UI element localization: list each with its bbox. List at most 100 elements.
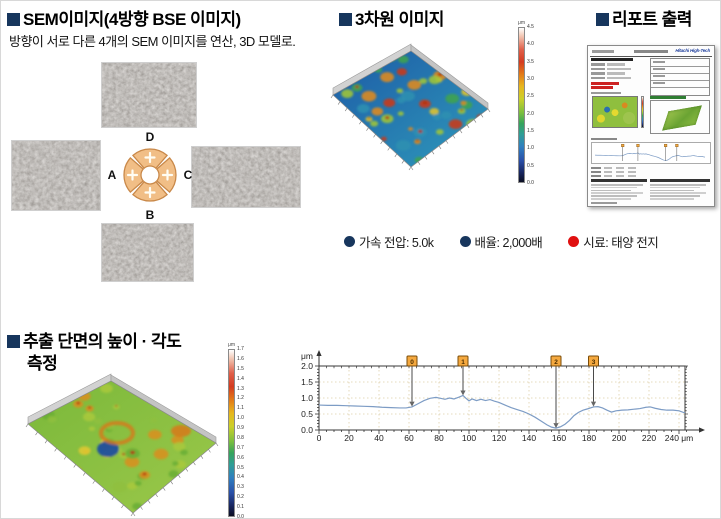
surface-blob xyxy=(445,93,460,104)
axis-tick xyxy=(132,512,136,517)
surface-blob xyxy=(473,159,482,166)
report-table-row xyxy=(650,198,694,200)
surface-blob xyxy=(112,481,128,493)
report-page-preview: Hitachi High-Tech xyxy=(587,45,715,207)
colorbar-tick-label: 1.0 xyxy=(527,145,534,152)
colorbar-3d: μm 4.5 4.0 3.5 3.0 2.5 2.0 1.5 1.0 0.5 0.0 xyxy=(518,20,544,186)
surface-peak xyxy=(142,472,147,476)
colorbar-tick-label: 2.5 xyxy=(527,93,534,100)
report-header-rule xyxy=(590,56,712,57)
colorbar-tick-label: 1.6 xyxy=(237,355,244,362)
report-chart-marker-box xyxy=(621,144,625,147)
report-box-divider xyxy=(651,73,709,74)
surface-blob xyxy=(435,129,444,135)
surface-peak xyxy=(367,117,371,119)
axis-tick xyxy=(330,94,334,99)
report-info-label xyxy=(591,67,605,70)
axis-tick xyxy=(473,119,477,123)
surface-blob xyxy=(370,120,379,127)
report-profile-chart xyxy=(591,142,711,164)
axis-tick xyxy=(410,166,414,171)
report-table-value xyxy=(604,174,612,177)
surface-blob xyxy=(333,127,348,138)
surface-blob xyxy=(53,488,59,493)
marker-box xyxy=(588,355,599,367)
surface-area xyxy=(28,381,216,513)
surface-blob xyxy=(455,60,462,65)
report-box-label xyxy=(653,82,665,84)
colorbar-tick-label: 1.2 xyxy=(237,395,244,402)
x-axis-arrow-icon xyxy=(699,427,705,433)
axis-tick xyxy=(344,107,348,112)
marker-arrow-icon xyxy=(409,401,415,407)
y-tick-label: 1.0 xyxy=(301,393,313,403)
surface-peak xyxy=(416,139,419,142)
colorbar-tick-label: 1.0 xyxy=(237,415,244,422)
surface-peak xyxy=(55,489,58,491)
surface-blob xyxy=(432,114,441,120)
report-chart-marker-box xyxy=(664,144,668,147)
surface-blob xyxy=(453,68,460,74)
surface-blob xyxy=(414,139,421,145)
x-tick-label: 120 xyxy=(492,433,506,443)
surface-blob xyxy=(414,156,424,164)
three-d-surface-plot xyxy=(330,43,491,171)
y-axis-arrow-icon xyxy=(316,350,322,356)
report-table-value xyxy=(604,167,612,169)
marker-box xyxy=(550,355,562,367)
surface-peak xyxy=(130,450,136,455)
condition-bullet-icon xyxy=(568,236,580,247)
surface-blob xyxy=(172,461,179,466)
axis-tick xyxy=(487,108,491,113)
surface-blob xyxy=(395,140,411,151)
surface-blob xyxy=(150,418,157,423)
report-table-row xyxy=(591,189,631,192)
report-3d-box xyxy=(650,100,710,134)
y-axis-unit-label: μm xyxy=(301,351,313,361)
navy-square-bullet-icon xyxy=(7,335,20,348)
x-tick-label: 60 xyxy=(404,433,414,443)
axis-tick xyxy=(155,493,158,498)
surface-blob xyxy=(408,127,414,131)
surface-blob xyxy=(134,480,142,486)
navy-square-bullet-icon xyxy=(596,13,609,26)
axis-tick xyxy=(185,468,189,472)
surface-blob xyxy=(460,60,475,71)
report-table-row xyxy=(650,189,694,192)
surface-blob xyxy=(407,79,422,90)
report-3d-caption xyxy=(650,96,686,99)
colorbar-tick-label: 1.3 xyxy=(237,385,244,392)
report-info-header-row xyxy=(591,58,633,61)
conditions-row: 가속 전압: 5.0k 배율: 2,000배 시료: 태양 전지 xyxy=(344,232,659,251)
condition-bullet-icon xyxy=(344,236,355,247)
plot-frame xyxy=(318,365,686,431)
axis-tick xyxy=(431,151,435,155)
colorbar-tick-label: 3.5 xyxy=(527,58,534,65)
axis-tick xyxy=(208,449,211,453)
report-operator-box xyxy=(650,58,710,96)
x-tick-label: 240 μm xyxy=(665,433,694,443)
colorbar-tick-label: 4.0 xyxy=(527,41,534,48)
surface-blob xyxy=(180,449,188,456)
surface-blob xyxy=(149,494,163,504)
axis-tick xyxy=(54,448,57,452)
colorbar-tick-label: 0.3 xyxy=(237,484,244,491)
colorbar-tick-label: 1.5 xyxy=(237,365,244,372)
condition-label: 시료: 태양 전지 xyxy=(583,236,659,250)
profile-curve xyxy=(319,394,685,429)
report-table-value xyxy=(616,170,624,173)
axis-tick xyxy=(401,160,405,164)
x-tick-label: 160 xyxy=(552,433,566,443)
colorbar-tick-label: 0.5 xyxy=(237,464,244,471)
report-note-red-line-2 xyxy=(591,86,613,89)
surface-blob xyxy=(47,391,56,398)
report-logo: Hitachi High-Tech xyxy=(675,48,710,53)
surface-blob xyxy=(396,68,407,76)
x-tick-label: 40 xyxy=(374,433,384,443)
surface-blob xyxy=(192,467,201,474)
surface-blob xyxy=(198,395,208,402)
axis-tick xyxy=(387,147,390,151)
report-table-label xyxy=(591,167,601,169)
condition-bullet-icon xyxy=(459,236,471,247)
surface-peak xyxy=(373,146,377,149)
